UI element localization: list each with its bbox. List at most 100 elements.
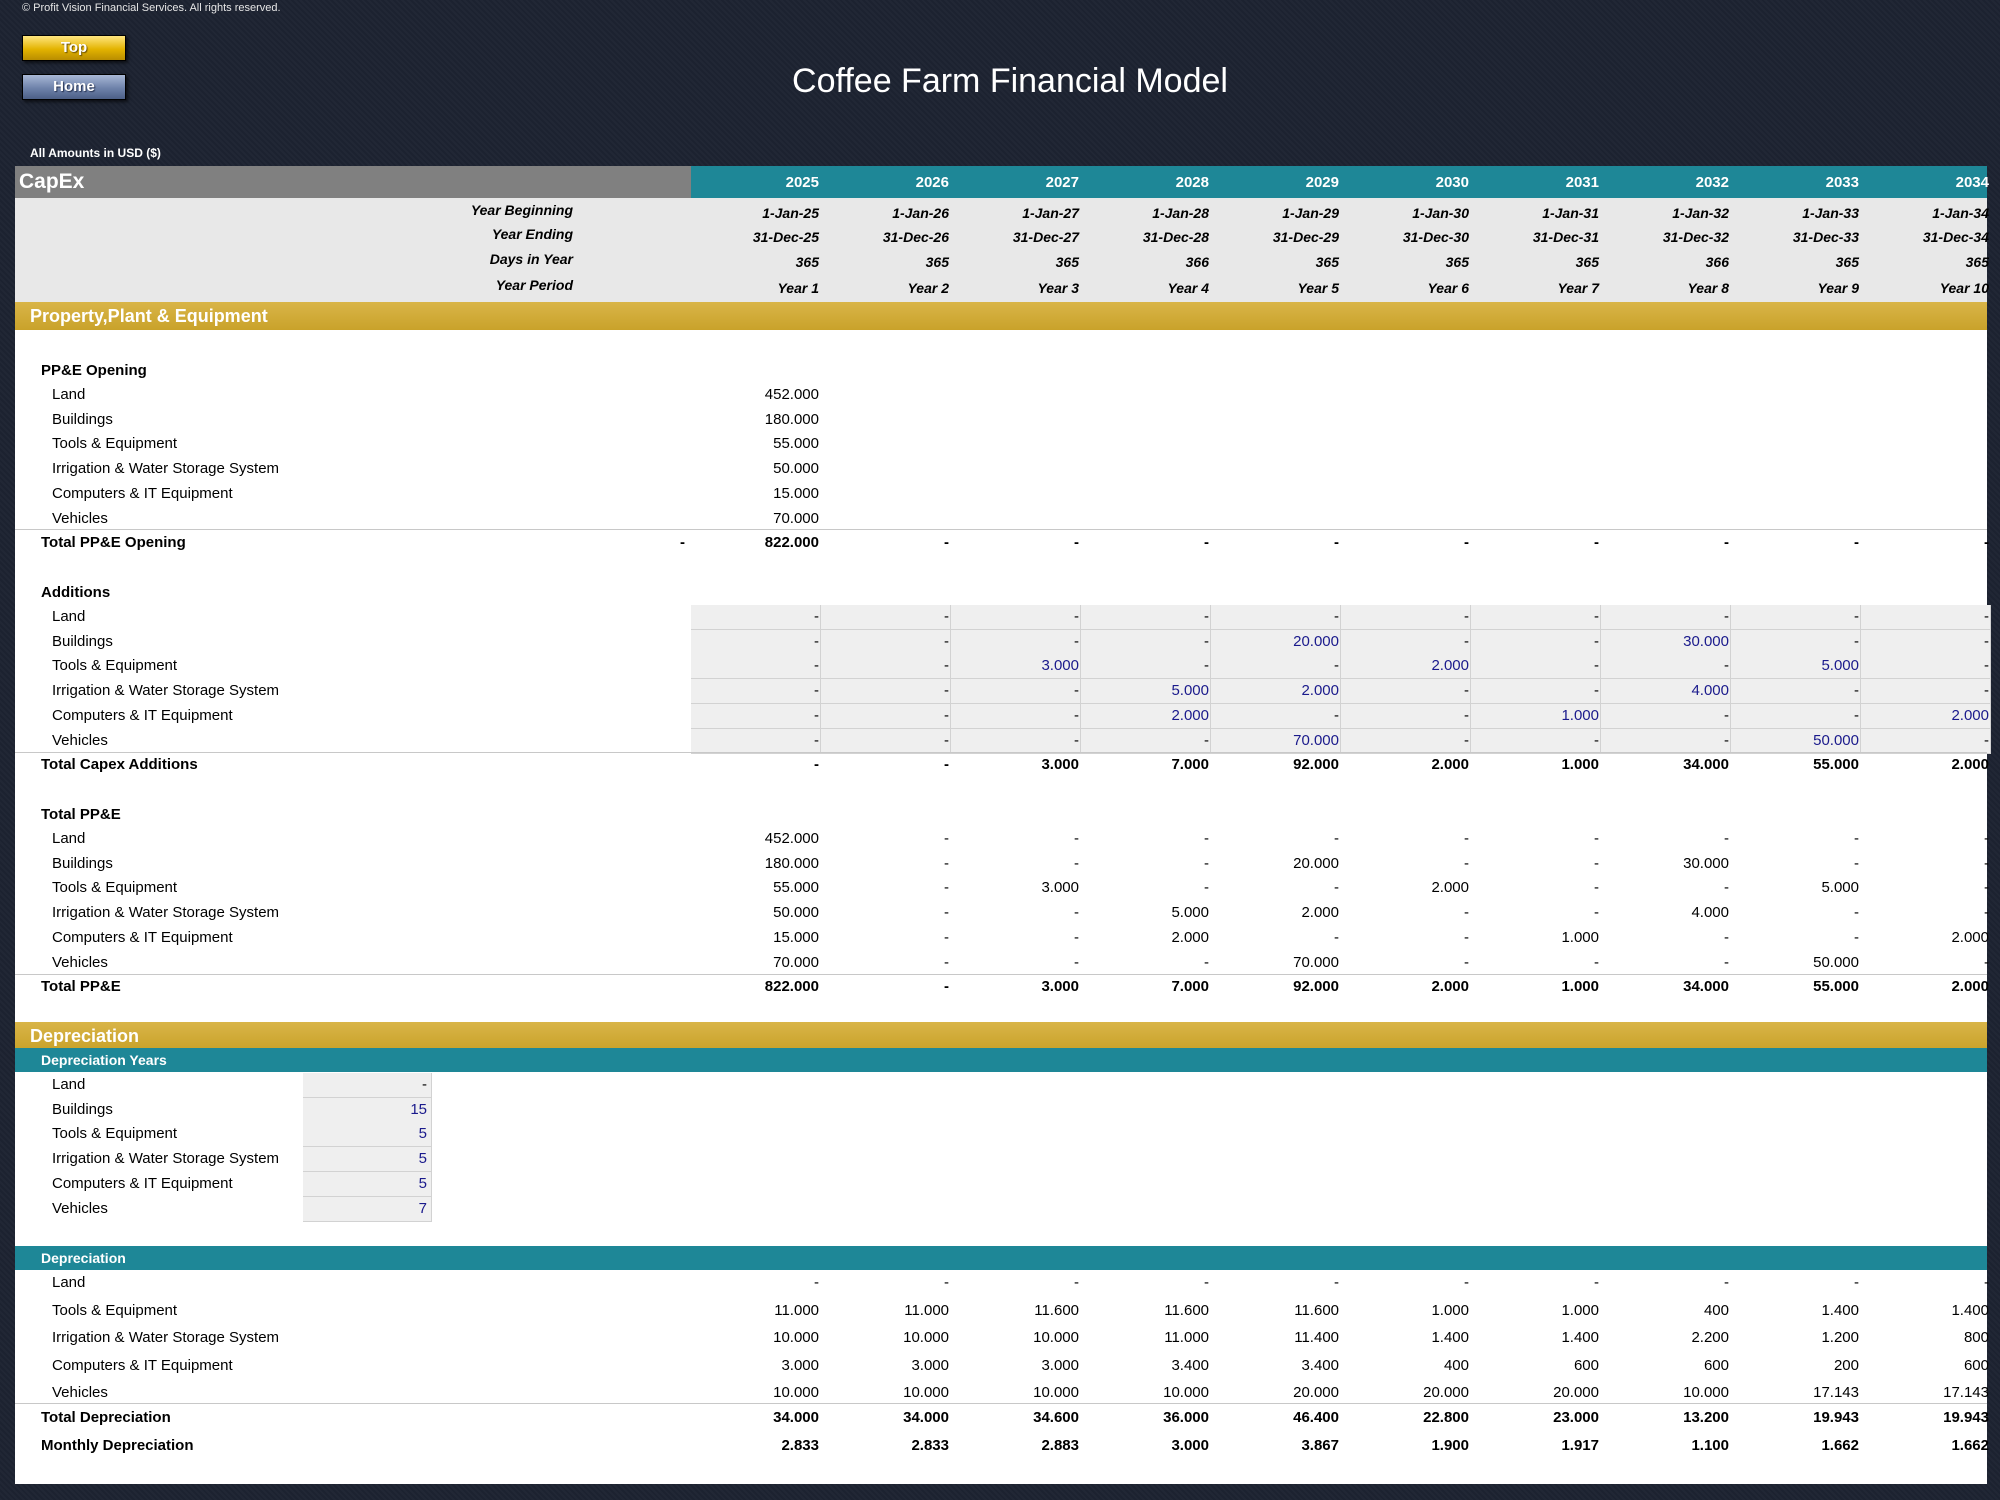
input-value[interactable]: - (814, 657, 819, 675)
timeline-value: 1-Jan-33 (1802, 205, 1859, 221)
input-value[interactable]: - (1724, 657, 1729, 675)
input-cell (1731, 629, 1861, 655)
input-value[interactable]: - (1984, 657, 1989, 675)
input-value[interactable]: 2.000 (1431, 657, 1469, 675)
monthly-value: 1.662 (1951, 1437, 1989, 1454)
input-value[interactable]: - (1594, 657, 1599, 675)
home-button[interactable]: Home (22, 74, 126, 100)
input-value[interactable]: 30.000 (1683, 632, 1729, 650)
input-value[interactable]: 1.000 (1561, 706, 1599, 724)
total-value: 34.000 (1683, 756, 1729, 773)
input-value[interactable]: - (1464, 682, 1469, 700)
input-value[interactable]: - (1204, 632, 1209, 650)
input-value[interactable]: - (1984, 632, 1989, 650)
input-value[interactable]: - (1854, 706, 1859, 724)
input-value[interactable]: - (944, 706, 949, 724)
input-value[interactable]: - (1204, 657, 1209, 675)
input-value[interactable]: 5.000 (1821, 657, 1859, 675)
line-item-value: - (1984, 854, 1989, 872)
line-item-value: - (1464, 953, 1469, 971)
line-item-value: - (1724, 953, 1729, 971)
input-value[interactable]: - (944, 657, 949, 675)
line-item-value: 2.000 (1431, 879, 1469, 897)
line-item-label: Land (52, 1076, 86, 1093)
depreciation-years-value[interactable]: 15 (410, 1100, 427, 1118)
input-value[interactable]: 50.000 (1813, 731, 1859, 749)
input-value[interactable]: - (1854, 682, 1859, 700)
input-cell (1601, 605, 1731, 630)
input-value[interactable]: - (814, 632, 819, 650)
timeline-value: 365 (1315, 254, 1339, 270)
top-button[interactable]: Top (22, 35, 126, 61)
input-value[interactable]: - (1984, 731, 1989, 749)
depreciation-years-value[interactable]: - (422, 1076, 427, 1093)
input-cell (1341, 679, 1471, 705)
input-value[interactable]: - (814, 608, 819, 625)
input-value[interactable]: 2.000 (1171, 706, 1209, 724)
input-value[interactable]: 4.000 (1691, 682, 1729, 700)
input-value[interactable]: - (814, 706, 819, 724)
input-value[interactable]: 70.000 (1293, 731, 1339, 749)
input-value[interactable]: - (1594, 632, 1599, 650)
input-value[interactable]: - (944, 682, 949, 700)
copyright-notice: © Profit Vision Financial Services. All … (22, 2, 281, 14)
input-value[interactable]: - (1594, 608, 1599, 625)
timeline-value: Year 1 (777, 280, 819, 296)
input-value[interactable]: - (1724, 706, 1729, 724)
input-value[interactable]: 2.000 (1301, 682, 1339, 700)
input-value[interactable]: - (1854, 608, 1859, 625)
capex-sheet: CapEx 2025 2026 2027 2028 2029 2030 2031 2032 20… (15, 166, 1991, 1484)
input-value[interactable]: - (1334, 657, 1339, 675)
timeline-value: Year 6 (1427, 280, 1469, 296)
depreciation-years-value[interactable]: 5 (418, 1150, 427, 1168)
input-value[interactable]: - (1724, 608, 1729, 625)
line-item-value: 200 (1833, 1356, 1859, 1374)
input-value[interactable]: - (1854, 632, 1859, 650)
input-value[interactable]: - (1334, 608, 1339, 625)
input-value[interactable]: - (1464, 731, 1469, 749)
input-cell (691, 679, 821, 705)
input-value[interactable]: - (1204, 608, 1209, 625)
input-value[interactable]: - (1204, 731, 1209, 749)
input-value[interactable]: - (814, 682, 819, 700)
input-value[interactable]: 3.000 (1041, 657, 1079, 675)
timeline-value: Year 9 (1817, 280, 1859, 296)
input-value[interactable]: 20.000 (1293, 632, 1339, 650)
input-value[interactable]: - (1984, 608, 1989, 625)
input-value[interactable]: - (1464, 608, 1469, 625)
input-value[interactable]: 5.000 (1171, 682, 1209, 700)
line-item-label: Computers & IT Equipment (52, 928, 233, 946)
input-value[interactable]: 2.000 (1951, 706, 1989, 724)
depreciation-years-value[interactable]: 5 (418, 1174, 427, 1192)
input-value[interactable]: - (944, 608, 949, 625)
input-value[interactable]: - (1594, 731, 1599, 749)
line-item-value: 50.000 (773, 460, 819, 478)
input-cell (1211, 654, 1341, 680)
input-value[interactable]: - (1594, 682, 1599, 700)
input-value[interactable]: - (944, 731, 949, 749)
line-item-value: 3.000 (781, 1356, 819, 1374)
input-value[interactable]: - (1724, 731, 1729, 749)
line-item-value: - (1464, 928, 1469, 946)
input-value[interactable]: - (944, 632, 949, 650)
input-value[interactable]: - (1984, 682, 1989, 700)
input-cell (1341, 654, 1471, 680)
input-value[interactable]: - (1074, 706, 1079, 724)
line-item-label: Land (52, 1274, 86, 1291)
input-value[interactable]: - (1074, 632, 1079, 650)
input-value[interactable]: - (1074, 731, 1079, 749)
input-value[interactable]: - (1464, 706, 1469, 724)
input-cell (1471, 654, 1601, 680)
input-cell (1211, 629, 1341, 655)
input-value[interactable]: - (814, 731, 819, 749)
total-value: 55.000 (1813, 756, 1859, 773)
input-value[interactable]: - (1334, 706, 1339, 724)
timeline-value: 31-Dec-34 (1922, 229, 1989, 245)
line-item-value: 55.000 (773, 879, 819, 897)
input-value[interactable]: - (1464, 632, 1469, 650)
input-value[interactable]: - (1074, 608, 1079, 625)
depreciation-years-value[interactable]: 5 (418, 1125, 427, 1143)
total-value: 1.000 (1561, 756, 1599, 773)
depreciation-years-value[interactable]: 7 (418, 1199, 427, 1217)
input-value[interactable]: - (1074, 682, 1079, 700)
